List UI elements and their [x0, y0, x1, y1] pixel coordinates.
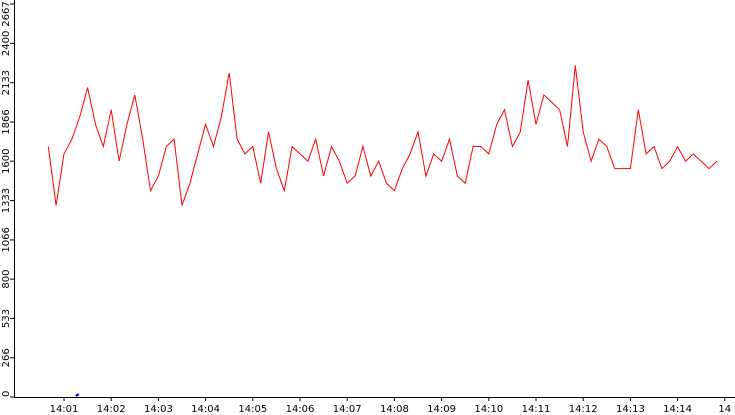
y-tick-label: 533 — [1, 309, 12, 328]
series-line — [47, 65, 718, 206]
y-axis-ticks: 0 266 533 800 1066 1333 1600 1866 2133 2400 2667 — [1, 1, 14, 398]
y-tick-label: 0 — [1, 391, 12, 397]
x-tick-label: 14 — [718, 404, 731, 415]
x-tick-label: 14:04 — [191, 404, 220, 415]
y-tick-label: 2667 — [1, 1, 12, 26]
x-axis-ticks: 14:01 14:02 14:03 14:04 14:05 14:06 14:07 14:08… — [50, 397, 731, 415]
y-tick-label: 2133 — [1, 70, 12, 95]
x-tick-label: 14:05 — [238, 404, 267, 415]
x-tick-label: 14:11 — [522, 404, 551, 415]
x-tick-label: 14:10 — [474, 404, 503, 415]
y-tick-label: 1600 — [1, 149, 12, 174]
x-tick-label: 14:06 — [286, 404, 315, 415]
y-tick-label: 2400 — [1, 31, 12, 56]
y-tick-label: 1066 — [1, 227, 12, 252]
x-tick-label: 14:02 — [97, 404, 126, 415]
x-tick-label: 14:12 — [569, 404, 598, 415]
y-tick-label: 266 — [1, 348, 12, 367]
x-tick-label: 14:13 — [616, 404, 645, 415]
x-tick-label: 14:09 — [427, 404, 456, 415]
y-tick-label: 1866 — [1, 109, 12, 134]
x-tick-label: 14:14 — [663, 404, 692, 415]
x-tick-label: 14:07 — [333, 404, 362, 415]
x-tick-label: 14:08 — [380, 404, 409, 415]
x-tick-label: 14:01 — [50, 404, 79, 415]
baseline-marker — [75, 393, 80, 397]
y-tick-label: 800 — [1, 270, 12, 289]
x-tick-label: 14:03 — [144, 404, 173, 415]
y-tick-label: 1333 — [1, 188, 12, 213]
